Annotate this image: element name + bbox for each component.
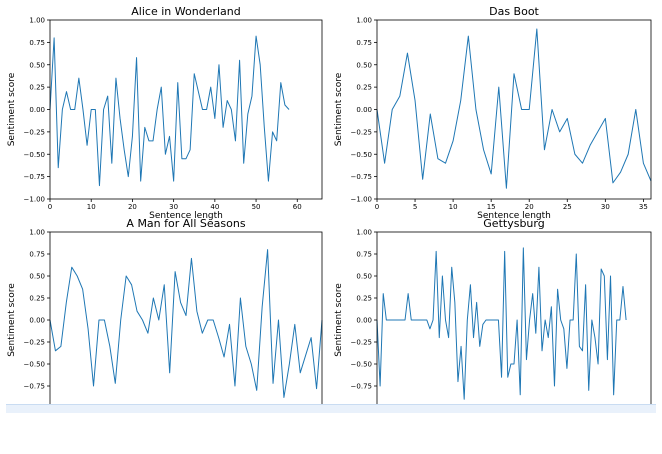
x-tick-label: 20 xyxy=(525,203,534,211)
y-tick-label: −0.75 xyxy=(24,173,45,181)
series-line-sentiment xyxy=(376,247,627,400)
y-tick-label: 0.50 xyxy=(29,61,45,69)
y-tick-label: −0.50 xyxy=(24,151,45,159)
x-tick-label: 0 xyxy=(375,203,379,211)
y-tick-label: −0.75 xyxy=(351,173,372,181)
y-tick-label: 0.50 xyxy=(29,273,45,281)
x-tick-label: 25 xyxy=(563,203,572,211)
axes-frame xyxy=(49,231,323,406)
y-axis-label: Sentiment score xyxy=(7,72,17,146)
x-tick-label: 50 xyxy=(252,203,261,211)
y-tick-label: 0.00 xyxy=(29,106,45,114)
axes-frame xyxy=(376,231,652,406)
series-line-sentiment xyxy=(376,28,652,189)
y-tick-label: 0.75 xyxy=(29,39,45,47)
x-tick-label: 10 xyxy=(87,203,96,211)
bottom-scrollbar[interactable] xyxy=(6,404,656,413)
y-tick-label: 0.00 xyxy=(29,317,45,325)
y-tick-label: 0.25 xyxy=(356,295,372,303)
y-axis-label: Sentiment score xyxy=(7,283,17,357)
y-axis-label: Sentiment score xyxy=(334,283,344,357)
y-tick-label: 1.00 xyxy=(356,17,372,25)
y-tick-label: 0.75 xyxy=(29,251,45,259)
chart-title: Gettysburg xyxy=(483,217,544,230)
y-axis-label: Sentiment score xyxy=(334,72,344,146)
x-tick-label: 30 xyxy=(169,203,178,211)
x-tick-label: 5 xyxy=(413,203,417,211)
x-tick-label: 35 xyxy=(639,203,648,211)
y-tick-label: 0.25 xyxy=(356,84,372,92)
x-tick-label: 10 xyxy=(449,203,458,211)
y-tick-label: −0.25 xyxy=(24,128,45,136)
y-tick-label: 0.75 xyxy=(356,39,372,47)
x-tick-label: 60 xyxy=(293,203,302,211)
y-tick-label: −0.25 xyxy=(351,128,372,136)
y-tick-label: 0.25 xyxy=(29,84,45,92)
chart-title: A Man for All Seasons xyxy=(126,217,245,230)
y-tick-label: 0.25 xyxy=(29,295,45,303)
y-tick-label: −0.50 xyxy=(351,361,372,369)
y-tick-label: −0.50 xyxy=(351,151,372,159)
subplot-gettysburg: Gettysburg01020304050607080−1.00−0.75−0.… xyxy=(334,217,652,406)
y-tick-label: −0.50 xyxy=(24,361,45,369)
y-tick-label: 0.50 xyxy=(356,61,372,69)
x-tick-label: 40 xyxy=(210,203,219,211)
y-tick-label: 0.50 xyxy=(356,273,372,281)
y-tick-label: −0.25 xyxy=(24,339,45,347)
x-tick-label: 0 xyxy=(48,203,52,211)
x-axis-label: Sentence length xyxy=(149,211,223,221)
y-tick-label: −0.75 xyxy=(351,383,372,391)
subplot-alice: Alice in Wonderland 0 10 20 30 40 50 60 −1.00 −0.… xyxy=(7,5,323,221)
subplot-das-boot: Das Boot 0 5 10 15 20 25 30 35 −1.00 −0.75 −0.50 −0.… xyxy=(334,5,652,221)
subplot-man-for-all-seasons: A Man for All Seasons01020304050−1.00−0.… xyxy=(7,217,323,406)
y-tick-label: −1.00 xyxy=(351,196,372,204)
y-tick-label: −1.00 xyxy=(24,196,45,204)
x-tick-label: 20 xyxy=(128,203,137,211)
y-tick-label: 0.75 xyxy=(356,251,372,259)
series-line-sentiment xyxy=(49,35,290,187)
series-line-sentiment xyxy=(49,249,323,398)
y-tick-label: 1.00 xyxy=(29,17,45,25)
chart-title: Das Boot xyxy=(489,5,539,18)
x-tick-label: 30 xyxy=(601,203,610,211)
x-tick-label: 15 xyxy=(487,203,496,211)
y-tick-label: −0.25 xyxy=(351,339,372,347)
y-tick-label: −0.75 xyxy=(24,383,45,391)
y-tick-label: 1.00 xyxy=(29,229,45,237)
chart-title: Alice in Wonderland xyxy=(131,5,240,18)
y-tick-label: 0.00 xyxy=(356,106,372,114)
y-tick-label: 0.00 xyxy=(356,317,372,325)
x-axis-label: Sentence length xyxy=(477,211,551,221)
y-tick-label: 1.00 xyxy=(356,229,372,237)
axes-frame xyxy=(376,19,652,200)
